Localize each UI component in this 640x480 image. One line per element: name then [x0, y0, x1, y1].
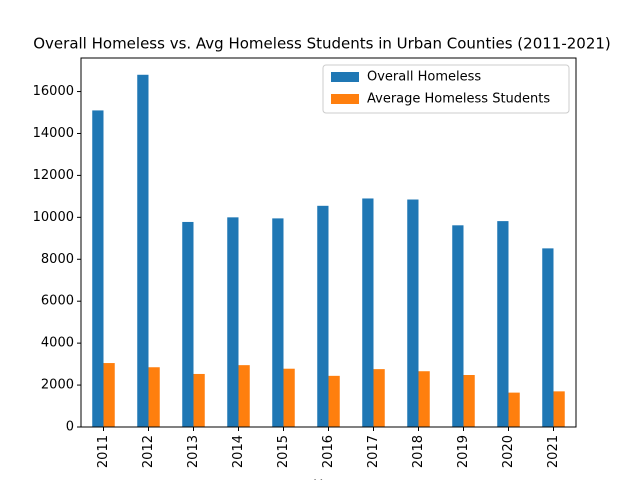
y-tick-label: 14000 [33, 126, 74, 141]
legend-box [322, 64, 570, 114]
bar [373, 369, 385, 427]
bar [283, 368, 295, 427]
x-tick-label: 2017 [366, 435, 381, 468]
x-tick-label: 2014 [231, 435, 246, 468]
bar [508, 392, 520, 427]
bar [328, 375, 340, 427]
bar [148, 367, 160, 427]
x-axis-label: Year [313, 479, 342, 480]
y-tick-label: 4000 [41, 336, 74, 351]
x-tick-label: 2013 [186, 435, 201, 468]
bar [553, 391, 565, 427]
y-tick-label: 8000 [41, 252, 74, 267]
x-tick-label: 2016 [321, 435, 336, 468]
x-tick-label: 2011 [96, 435, 111, 468]
legend-label: Average Homeless Students [367, 92, 550, 107]
plot-frame [80, 57, 577, 428]
bar [182, 221, 194, 427]
bar [418, 371, 430, 427]
bar [497, 221, 509, 427]
x-tick-label: 2019 [456, 435, 471, 468]
y-tick-label: 12000 [33, 168, 74, 183]
bar [227, 217, 239, 427]
x-tick-label: 2021 [546, 435, 561, 468]
bar [463, 375, 475, 427]
y-tick-label: 16000 [33, 84, 74, 99]
x-tick-label: 2018 [411, 435, 426, 468]
legend-swatch [331, 94, 359, 104]
bar [238, 365, 250, 427]
x-tick-label: 2012 [141, 435, 156, 468]
y-tick-label: 0 [66, 420, 74, 435]
y-tick-label: 10000 [33, 210, 74, 225]
bar [137, 74, 149, 427]
bar [407, 199, 419, 427]
bar [317, 205, 329, 427]
bar [103, 363, 115, 427]
bar [193, 373, 205, 427]
bar [272, 218, 284, 427]
x-tick-label: 2015 [276, 435, 291, 468]
bar [362, 198, 374, 427]
bar [92, 110, 104, 428]
bar [452, 225, 464, 427]
y-tick-label: 6000 [41, 294, 74, 309]
legend-swatch [331, 72, 359, 82]
legend-label: Overall Homeless [367, 70, 481, 85]
chart-title: Overall Homeless vs. Avg Homeless Studen… [33, 35, 611, 53]
y-tick-label: 2000 [41, 378, 74, 393]
x-tick-label: 2020 [501, 435, 516, 468]
bar [542, 248, 554, 427]
legend: Overall Homeless Average Homeless Student… [322, 64, 570, 114]
